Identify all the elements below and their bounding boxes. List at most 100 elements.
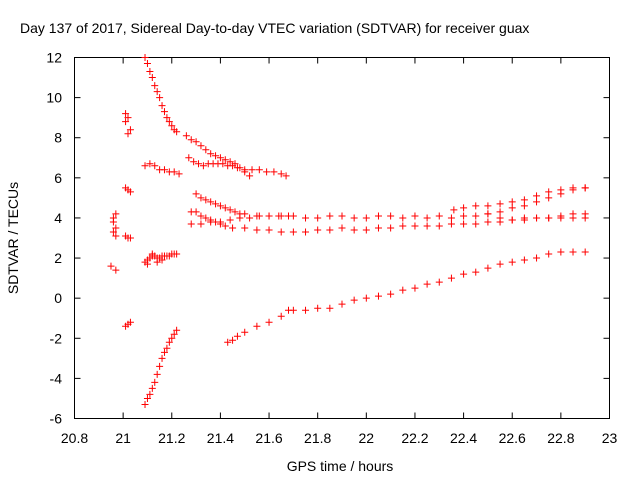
data-point	[173, 128, 181, 136]
data-point	[197, 220, 205, 228]
data-point	[447, 220, 455, 228]
data-point	[472, 212, 480, 220]
data-point	[496, 208, 504, 216]
data-point	[581, 184, 589, 192]
data-point	[207, 150, 215, 158]
data-point	[160, 348, 168, 356]
data-point	[202, 214, 210, 222]
data-point	[557, 214, 565, 222]
x-tick-label: 22.6	[499, 430, 526, 446]
data-point	[151, 378, 159, 386]
plot-area	[107, 54, 589, 408]
data-point	[255, 212, 263, 220]
data-point	[241, 166, 249, 174]
y-axis-label: SDTVAR / TECUs	[5, 182, 21, 294]
data-point	[533, 198, 541, 206]
data-point	[472, 202, 480, 210]
data-point	[126, 234, 134, 242]
data-point	[508, 204, 516, 212]
x-tick-label: 22.4	[450, 430, 477, 446]
data-point	[122, 118, 130, 126]
data-point	[581, 214, 589, 222]
data-point	[202, 196, 210, 204]
data-point	[165, 118, 173, 126]
data-point	[224, 338, 232, 346]
data-point	[160, 166, 168, 174]
data-point	[277, 312, 285, 320]
data-point	[350, 214, 358, 222]
x-tick-label: 21.2	[158, 430, 185, 446]
data-point	[143, 260, 151, 268]
data-point	[199, 162, 207, 170]
data-point	[109, 228, 117, 236]
data-point	[156, 362, 164, 370]
x-tick-label: 22.2	[401, 430, 428, 446]
series-arc-n	[224, 248, 589, 346]
data-point	[165, 338, 173, 346]
data-point	[153, 370, 161, 378]
data-point	[545, 188, 553, 196]
data-point	[143, 394, 151, 402]
data-point	[112, 266, 120, 274]
data-point	[508, 216, 516, 224]
series-arc-d	[141, 160, 183, 178]
data-point	[496, 214, 504, 222]
data-point	[107, 262, 115, 270]
data-point	[277, 170, 285, 178]
data-point	[447, 274, 455, 282]
x-tick-label: 21	[115, 430, 131, 446]
x-tick-label: 23	[602, 430, 618, 446]
data-point	[195, 160, 203, 168]
y-tick-label: -2	[50, 330, 63, 346]
data-point	[460, 220, 468, 228]
data-point	[362, 214, 370, 222]
data-point	[233, 164, 241, 172]
data-point	[338, 212, 346, 220]
data-point	[484, 264, 492, 272]
data-point	[170, 330, 178, 338]
data-point	[143, 60, 151, 68]
data-point	[472, 268, 480, 276]
data-point	[314, 304, 322, 312]
series-arc-g	[182, 132, 254, 180]
x-tick-label: 20.8	[61, 430, 88, 446]
data-point	[168, 122, 176, 130]
data-point	[112, 210, 120, 218]
data-point	[265, 226, 273, 234]
series-arc-l	[450, 184, 589, 214]
data-point	[484, 202, 492, 210]
data-point	[126, 188, 134, 196]
data-point	[146, 160, 154, 168]
data-point	[460, 270, 468, 278]
data-point	[192, 138, 200, 146]
data-point	[168, 334, 176, 342]
data-point	[460, 204, 468, 212]
data-point	[277, 228, 285, 236]
series-arc-b	[122, 110, 134, 330]
data-point	[153, 88, 161, 96]
data-point	[126, 318, 134, 326]
data-point	[216, 154, 224, 162]
data-point	[399, 214, 407, 222]
data-point	[508, 198, 516, 206]
data-point	[248, 166, 256, 174]
data-point	[216, 218, 224, 226]
series-arc-f	[141, 326, 181, 408]
data-point	[533, 192, 541, 200]
y-axis: -6 -4 -2 0 2 4 6 8 10 12	[46, 50, 610, 427]
data-point	[435, 222, 443, 230]
data-point	[508, 258, 516, 266]
data-point	[141, 400, 149, 408]
data-point	[387, 212, 395, 220]
data-point	[158, 102, 166, 110]
data-point	[185, 154, 193, 162]
data-point	[173, 326, 181, 334]
y-tick-label: 8	[54, 130, 62, 146]
data-point	[557, 186, 565, 194]
data-point	[484, 218, 492, 226]
data-point	[216, 202, 224, 210]
data-point	[175, 170, 183, 178]
data-point	[520, 202, 528, 210]
data-point	[221, 222, 229, 230]
data-point	[141, 162, 149, 170]
